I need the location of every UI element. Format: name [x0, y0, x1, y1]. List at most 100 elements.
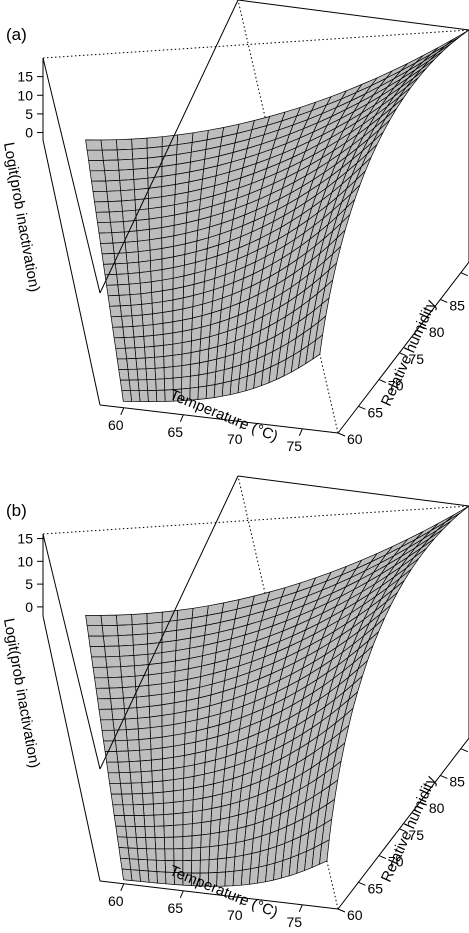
x-tick-label: 75 [287, 914, 303, 930]
surface-facet [121, 390, 133, 402]
surface-facet [130, 304, 143, 317]
surface-facet [154, 837, 166, 850]
y-tick [460, 748, 469, 753]
surface-facet [213, 382, 224, 398]
surface-facet [127, 749, 141, 763]
surface-facet [95, 211, 111, 224]
z-axis-title: Logit(prob inactivation) [0, 617, 43, 769]
surface-facet [85, 139, 103, 151]
surface-facet [133, 177, 149, 191]
surface-facet [121, 675, 136, 688]
box-edge [99, 0, 239, 294]
surface-facet [137, 239, 151, 253]
surface-facet [192, 785, 204, 801]
surface-facet [98, 232, 114, 244]
surface-facet [163, 343, 174, 357]
surface-facet [181, 375, 191, 390]
surface-facet [135, 837, 147, 850]
surface-facet [172, 789, 184, 803]
surface-facet [182, 835, 193, 849]
surface-facet [147, 870, 158, 884]
surface-facet [135, 218, 150, 232]
y-axis-title: Relative humidity [378, 297, 440, 409]
surface-facet [152, 323, 164, 336]
surface-facet [116, 836, 129, 849]
surface-facet [119, 179, 135, 192]
surface-facet [162, 779, 174, 793]
surface-facet [150, 736, 163, 750]
surface-facet [115, 825, 128, 838]
surface-facet [189, 362, 200, 377]
surface-facet [94, 201, 110, 213]
surface-facet [128, 760, 142, 773]
surface-facet [141, 781, 154, 794]
surface-facet [172, 755, 185, 769]
surface-facet [117, 158, 134, 171]
y-tick [440, 774, 448, 779]
x-tick-label: 60 [108, 417, 124, 433]
surface-facet [122, 326, 135, 338]
surface-facet [162, 768, 174, 782]
surface-facet [123, 336, 136, 349]
surface-facet [132, 167, 149, 180]
surface-facet [139, 281, 152, 295]
surface-facet [152, 802, 164, 816]
surface-facet [234, 840, 245, 858]
z-tick-label: 10 [17, 87, 33, 103]
surface-facet [146, 136, 163, 149]
surface-facet [131, 623, 148, 636]
surface-facet [125, 251, 140, 264]
surface-facet [126, 739, 140, 752]
surface-facet [226, 842, 237, 859]
surface-facet [116, 273, 130, 286]
surface-facet [208, 858, 219, 874]
surface-facet [162, 802, 174, 815]
surface-facet [154, 356, 165, 369]
surface-facet [91, 180, 108, 192]
surface-facet [118, 772, 132, 784]
y-tick-label: 85 [449, 773, 465, 789]
panel-b: 0510156065707560657075808590(b)Logit(pro… [0, 475, 469, 930]
surface-facet [131, 137, 148, 150]
surface-facet [116, 624, 134, 637]
surface-facet [138, 260, 152, 273]
surface-facet [139, 270, 152, 284]
surface-facet [173, 836, 184, 850]
surface-facet [152, 312, 164, 326]
surface-facet [101, 253, 116, 265]
surface-facet [132, 157, 148, 170]
surface-facet [121, 793, 134, 806]
surface-facet [173, 824, 184, 838]
y-tick [378, 855, 387, 860]
surface-facet [137, 249, 151, 263]
surface-facet [144, 825, 156, 838]
surface-facet [120, 857, 132, 871]
surface-facet [172, 766, 185, 781]
surface-facet [131, 613, 148, 626]
surface-facet [110, 697, 125, 710]
z-tick-label: 0 [25, 125, 33, 141]
x-tick [179, 414, 184, 422]
surface-facet [117, 283, 131, 296]
surface-facet [92, 666, 109, 679]
surface-facet [97, 698, 113, 710]
surface-facet [201, 795, 213, 811]
surface-facet [122, 804, 135, 816]
surface-facet [137, 379, 148, 392]
panel-a: 0510156065707560657075808590(a)Logit(pro… [0, 0, 469, 454]
surface-facet [107, 200, 123, 213]
surface-facet [100, 719, 115, 731]
surface-facet [120, 665, 136, 678]
surface-facet [132, 804, 145, 816]
surface-facet [109, 305, 122, 318]
y-tick-label: 60 [347, 907, 363, 923]
surface-facet [124, 240, 139, 254]
surface-facet [218, 816, 230, 833]
surface-facet [162, 310, 174, 324]
z-tick-label: 15 [17, 531, 33, 547]
surface-facet [190, 338, 201, 353]
y-tick-label: 70 [388, 854, 404, 870]
surface-facet [182, 811, 194, 826]
box-edge [99, 880, 339, 910]
